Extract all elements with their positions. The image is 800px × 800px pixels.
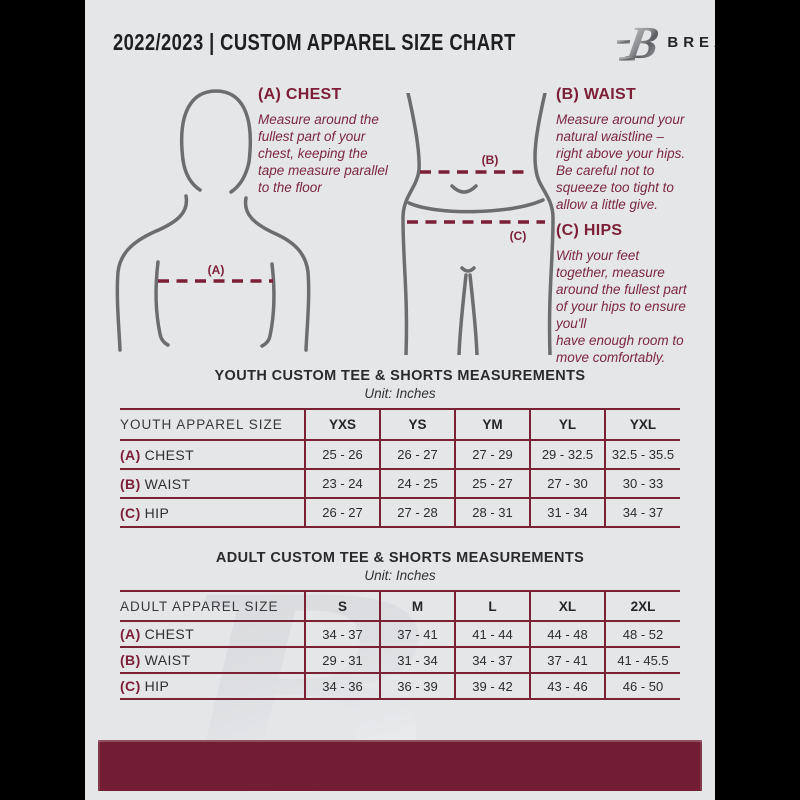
youth-header-row: YOUTH APPAREL SIZE YXS YS YM YL YXL (120, 408, 680, 440)
adult-hip-row: (C) HIP 34 - 36 36 - 39 39 - 42 43 - 46 4… (120, 672, 680, 700)
table-cell: 23 - 24 (304, 468, 380, 498)
youth-corner-label: YOUTH APPAREL SIZE (120, 408, 305, 440)
adult-size-xl: XL (529, 590, 605, 621)
waist-hip-figure: (B) (C) (401, 93, 555, 355)
youth-table-unit: Unit: Inches (364, 386, 436, 401)
adult-corner-label: ADULT APPAREL SIZE (120, 590, 305, 621)
waist-measure-label: (B) (482, 153, 499, 167)
table-cell: 30 - 33 (604, 468, 680, 498)
hips-description: With your feet together, measure around … (556, 248, 687, 365)
adult-size-s: S (304, 590, 380, 621)
table-cell: 27 - 29 (454, 439, 530, 469)
hips-section: (C) HIPS With your feet together, measur… (556, 222, 708, 366)
table-cell: 28 - 31 (454, 497, 530, 528)
table-cell: 26 - 27 (379, 439, 455, 469)
youth-waist-label: (B) WAIST (120, 468, 305, 498)
adult-waist-label: (B) WAIST (120, 646, 305, 673)
table-cell: 27 - 28 (379, 497, 455, 528)
table-cell: 36 - 39 (379, 672, 455, 700)
table-cell: 34 - 37 (304, 620, 380, 647)
waist-section: (B) WAIST Measure around your natural wa… (556, 86, 708, 213)
adult-size-l: L (454, 590, 530, 621)
brand-name: BREAKAWAY (667, 33, 715, 51)
table-cell: 31 - 34 (529, 497, 605, 528)
hip-measure-label: (C) (510, 229, 527, 243)
adult-table-block: ADULT CUSTOM TEE & SHORTS MEASUREMENTS U… (120, 550, 680, 700)
table-cell: 41 - 44 (454, 620, 530, 647)
adult-table-unit: Unit: Inches (364, 568, 436, 583)
table-cell: 24 - 25 (379, 468, 455, 498)
hips-heading: (C) HIPS (556, 222, 623, 239)
youth-size-yxl: YXL (604, 408, 680, 440)
chest-heading: (A) CHEST (258, 86, 342, 103)
youth-size-table: YOUTH APPAREL SIZE YXS YS YM YL YXL (A) C… (120, 408, 680, 528)
youth-chest-label: (A) CHEST (120, 439, 305, 469)
size-chart-page: 2022/2023 | CUSTOM APPAREL SIZE CHART B (85, 0, 715, 800)
youth-table-block: YOUTH CUSTOM TEE & SHORTS MEASUREMENTS U… (120, 368, 680, 528)
youth-size-ym: YM (454, 408, 530, 440)
adult-size-2xl: 2XL (604, 590, 680, 621)
adult-header-row: ADULT APPAREL SIZE S M L XL 2XL (120, 590, 680, 621)
adult-table-title: ADULT CUSTOM TEE & SHORTS MEASUREMENTS (215, 550, 585, 566)
table-cell: 34 - 36 (304, 672, 380, 700)
table-cell: 29 - 32.5 (529, 439, 605, 469)
table-cell: 25 - 27 (454, 468, 530, 498)
table-cell: 25 - 26 (304, 439, 380, 469)
waist-description: Measure around your natural waistline – … (556, 112, 686, 212)
adult-waist-row: (B) WAIST 29 - 31 31 - 34 34 - 37 37 - 41… (120, 646, 680, 673)
adult-chest-label: (A) CHEST (120, 620, 305, 647)
brand-logo: B BREAKAWAY (616, 18, 715, 66)
table-cell: 37 - 41 (379, 620, 455, 647)
table-cell: 46 - 50 (604, 672, 680, 700)
breakaway-b-icon: B (617, 18, 658, 66)
youth-size-yl: YL (529, 408, 605, 440)
adult-size-m: M (379, 590, 455, 621)
table-cell: 44 - 48 (529, 620, 605, 647)
table-cell: 37 - 41 (529, 646, 605, 673)
table-cell: 39 - 42 (454, 672, 530, 700)
waist-heading: (B) WAIST (556, 86, 637, 103)
table-cell: 41 - 45.5 (604, 646, 680, 673)
page-title: 2022/2023 | CUSTOM APPAREL SIZE CHART (113, 28, 516, 55)
table-cell: 26 - 27 (304, 497, 380, 528)
youth-table-title: YOUTH CUSTOM TEE & SHORTS MEASUREMENTS (214, 368, 586, 384)
table-cell: 34 - 37 (604, 497, 680, 528)
table-cell: 27 - 30 (529, 468, 605, 498)
table-cell: 34 - 37 (454, 646, 530, 673)
chest-measure-label: (A) (208, 263, 225, 277)
youth-chest-row: (A) CHEST 25 - 26 26 - 27 27 - 29 29 - 32… (120, 439, 680, 469)
chest-section: (A) CHEST Measure around the fullest par… (258, 86, 408, 196)
chest-description: Measure around the fullest part of your … (258, 112, 388, 195)
table-cell: 29 - 31 (304, 646, 380, 673)
youth-waist-row: (B) WAIST 23 - 24 24 - 25 25 - 27 27 - 30… (120, 468, 680, 498)
youth-size-ys: YS (379, 408, 455, 440)
youth-size-yxs: YXS (304, 408, 380, 440)
table-cell: 48 - 52 (604, 620, 680, 647)
table-cell: 32.5 - 35.5 (604, 439, 680, 469)
footer-bar (98, 740, 702, 791)
table-cell: 31 - 34 (379, 646, 455, 673)
youth-hip-label: (C) HIP (120, 497, 305, 528)
table-cell: 43 - 46 (529, 672, 605, 700)
adult-chest-row: (A) CHEST 34 - 37 37 - 41 41 - 44 44 - 48… (120, 620, 680, 647)
adult-hip-label: (C) HIP (120, 672, 305, 700)
youth-hip-row: (C) HIP 26 - 27 27 - 28 28 - 31 31 - 34 3… (120, 497, 680, 528)
header: 2022/2023 | CUSTOM APPAREL SIZE CHART B (113, 16, 715, 68)
adult-size-table: ADULT APPAREL SIZE S M L XL 2XL (A) CHEST… (120, 590, 680, 700)
